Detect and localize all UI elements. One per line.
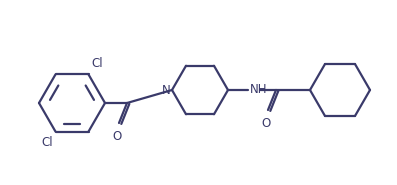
Text: O: O	[112, 130, 121, 143]
Text: Cl: Cl	[41, 136, 52, 149]
Text: O: O	[261, 117, 271, 130]
Text: Cl: Cl	[91, 57, 103, 70]
Text: NH: NH	[250, 83, 268, 95]
Text: N: N	[162, 83, 171, 97]
